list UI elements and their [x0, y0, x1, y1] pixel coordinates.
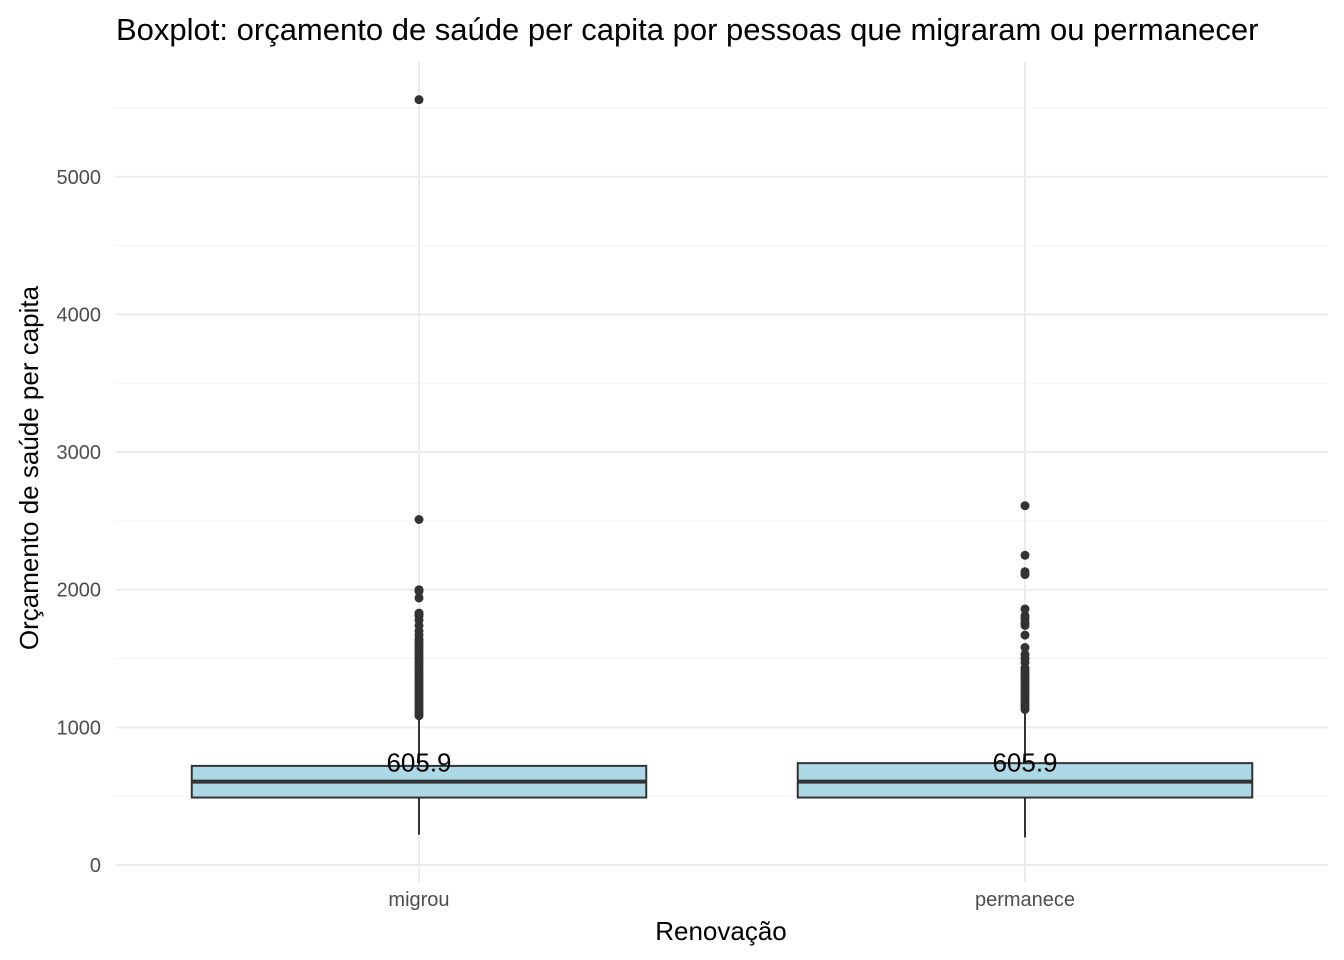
y-axis-title: Orçamento de saúde per capita	[14, 285, 44, 650]
y-tick-labels: 0 1000 2000 3000 4000 5000	[57, 167, 102, 877]
outlier-point	[1020, 501, 1030, 511]
outlier-point	[414, 514, 424, 524]
y-tick-label: 2000	[57, 580, 102, 602]
outlier-point	[414, 711, 424, 721]
median-label: 605.9	[386, 748, 451, 778]
x-tick-labels: migrou permanece	[388, 889, 1075, 911]
box-group-migrou: 605.9	[190, 95, 648, 835]
y-tick-label: 5000	[57, 167, 102, 189]
outlier-point	[1020, 704, 1030, 714]
y-tick-label: 4000	[57, 304, 102, 326]
outlier-point	[1020, 604, 1030, 614]
outlier-point	[414, 593, 424, 603]
x-tick-label: migrou	[388, 889, 449, 911]
outlier-point	[414, 586, 424, 596]
y-tick-label: 0	[90, 855, 101, 877]
x-tick-label: permanece	[975, 889, 1075, 911]
outlier-point	[1020, 643, 1030, 653]
outlier-point	[1020, 620, 1030, 630]
outlier-point	[1020, 550, 1030, 560]
box-group-permanece: 605.9	[796, 501, 1254, 838]
median-label: 605.9	[992, 748, 1057, 778]
outlier-point	[1020, 570, 1030, 580]
boxes: 605.9 605.9	[190, 95, 1254, 838]
outlier-point	[1020, 630, 1030, 640]
x-axis-title: Renovação	[655, 916, 787, 946]
y-tick-label: 1000	[57, 717, 102, 739]
grid	[116, 62, 1328, 882]
y-tick-label: 3000	[57, 442, 102, 464]
outlier-point	[414, 95, 424, 105]
chart-title: Boxplot: orçamento de saúde per capita p…	[116, 12, 1258, 47]
